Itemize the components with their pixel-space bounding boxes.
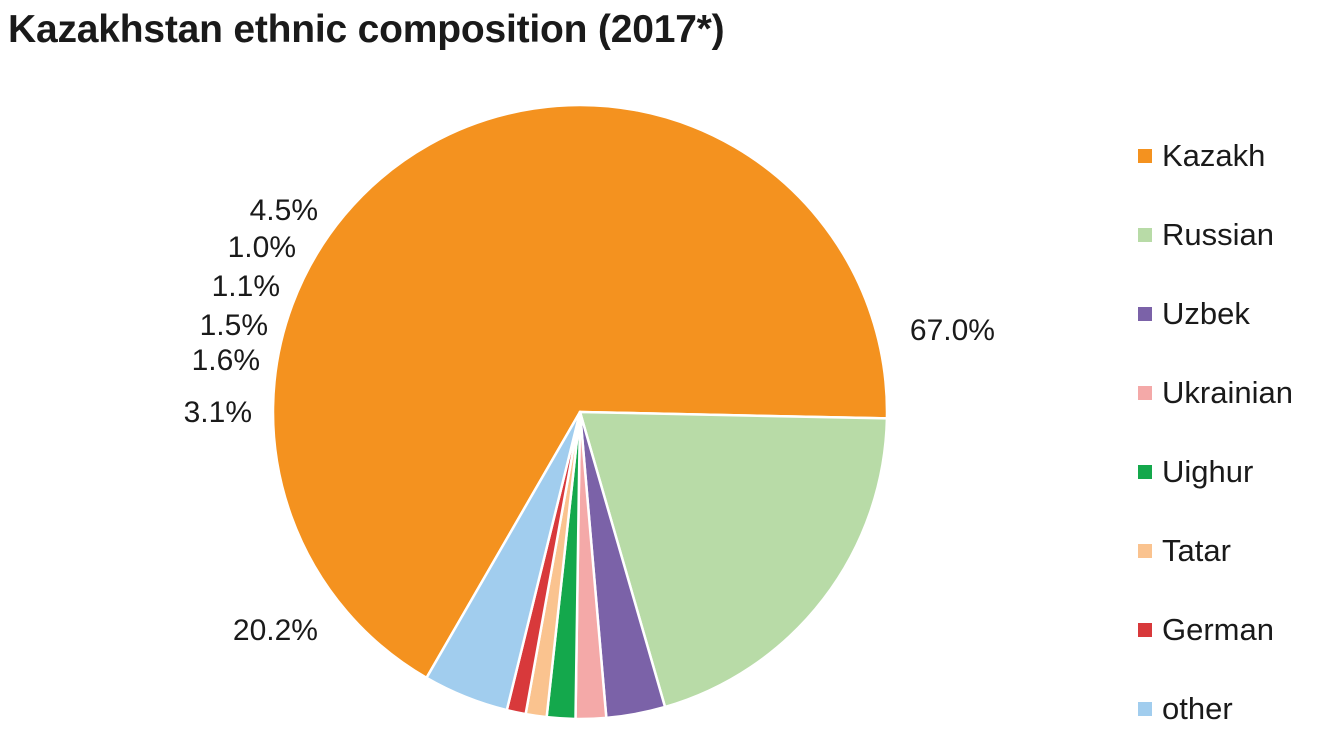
legend-swatch (1138, 622, 1152, 637)
legend-item-uzbek: Uzbek (1138, 274, 1293, 353)
pie-value-label-kazakh: 67.0% (910, 314, 995, 347)
legend-item-russian: Russian (1138, 195, 1293, 274)
legend-swatch (1138, 464, 1152, 479)
chart-title: Kazakhstan ethnic composition (2017*) (8, 8, 725, 51)
pie-value-label-russian: 20.2% (233, 614, 318, 647)
legend-swatch (1138, 385, 1152, 400)
pie-value-label-other: 4.5% (250, 194, 318, 227)
legend-item-uighur: Uighur (1138, 432, 1293, 511)
pie-chart: 67.0% 20.2% 3.1% 1.6%1.5% 1.1% 1.0% 4.5% (184, 103, 995, 721)
legend-label: Ukrainian (1162, 375, 1293, 410)
pie-value-label-tatar: 1.1% (212, 270, 280, 303)
legend-label: Russian (1162, 217, 1274, 252)
legend-swatch (1138, 227, 1152, 242)
legend-label: other (1162, 691, 1233, 726)
pie-slice-other (425, 410, 582, 712)
legend-label: Kazakh (1162, 138, 1266, 173)
legend-label: Uighur (1162, 454, 1254, 489)
legend-item-ukrainian: Ukrainian (1138, 353, 1293, 432)
pie-slice-russian (578, 410, 889, 709)
pie-value-label-uzbek: 3.1% (184, 396, 252, 429)
legend-item-kazakh: Kazakh (1138, 116, 1293, 195)
pie-slices (271, 103, 889, 721)
legend-swatch (1138, 701, 1152, 716)
pie-value-labels: 67.0% 20.2% 3.1% 1.6%1.5% 1.1% 1.0% 4.5% (184, 194, 995, 647)
legend-label: German (1162, 612, 1274, 647)
legend-item-other: other (1138, 669, 1293, 748)
legend-swatch (1138, 148, 1152, 163)
legend-swatch (1138, 543, 1152, 558)
legend: Kazakh Russian Uzbek Ukrainian Uighur Tatar Ge… (1138, 133, 1293, 748)
legend-item-german: German (1138, 590, 1293, 669)
pie-value-label-uighur: 1.5% (200, 309, 268, 342)
pie-slice-kazakh (271, 103, 889, 680)
legend-swatch (1138, 306, 1152, 321)
pie-value-label-german: 1.0% (228, 231, 296, 264)
legend-item-tatar: Tatar (1138, 511, 1293, 590)
legend-label: Tatar (1162, 533, 1231, 568)
pie-value-label-ukrainian: 1.6% (192, 344, 260, 377)
legend-label: Uzbek (1162, 296, 1250, 331)
